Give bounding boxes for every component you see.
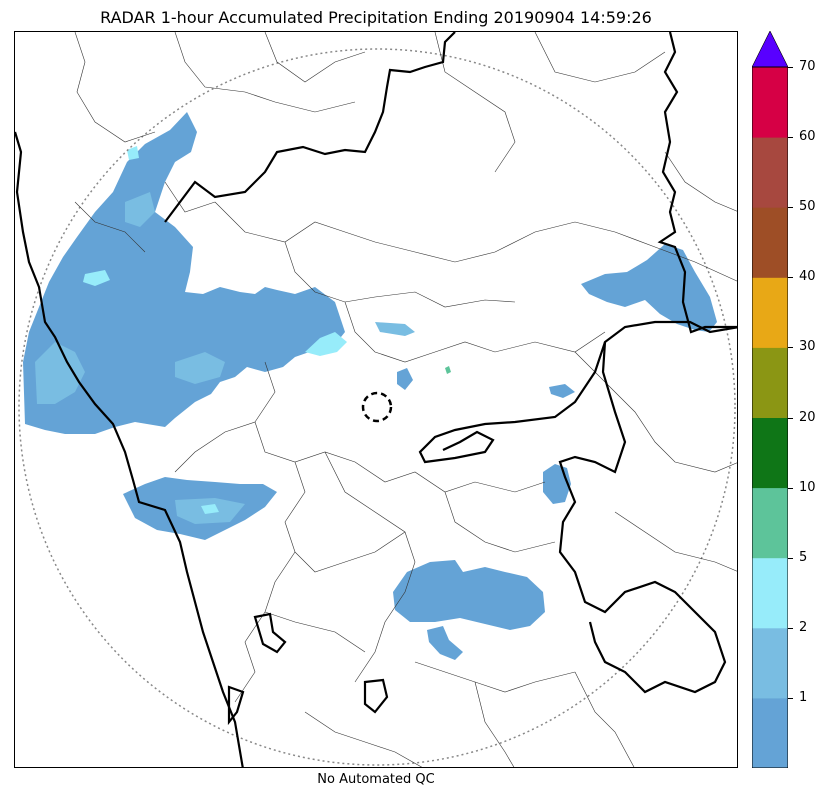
colorbar-band [752, 697, 788, 769]
colorbar-svg [751, 30, 789, 769]
precip-east [581, 244, 717, 332]
precip-west-inner-4 [83, 270, 110, 286]
state-boundaries [15, 32, 737, 767]
state-boundary-northeast [657, 32, 737, 334]
precip-west-inner-2 [125, 192, 155, 227]
colorbar-tick-label: 5 [799, 549, 808, 565]
colorbar-tick [788, 277, 793, 279]
colorbar-band [752, 277, 788, 348]
colorbar-tick [788, 627, 793, 629]
colorbar-tick [788, 67, 793, 68]
colorbar-tick [788, 207, 793, 209]
precipitation-layer [23, 112, 717, 660]
radar-map [14, 31, 738, 768]
radar-range-ring [18, 48, 736, 766]
colorbar-tick-label: 50 [799, 199, 816, 215]
precip-center-small [397, 368, 413, 390]
colorbar-tick-label: 10 [799, 479, 816, 495]
colorbar-band [752, 137, 788, 208]
precip-east-dot [549, 384, 575, 398]
colorbar-tick-label: 70 [799, 59, 816, 74]
precip-south-small [427, 626, 463, 660]
precip-west-main [23, 112, 345, 434]
precip-west-inner-3 [175, 352, 225, 384]
precip-south-center [393, 560, 545, 630]
district-boundaries [74, 32, 737, 767]
colorbar-tick-label: 20 [799, 409, 816, 425]
colorbar-band [752, 487, 788, 559]
chart-title: RADAR 1-hour Accumulated Precipitation E… [100, 8, 652, 27]
precip-center-streak [305, 332, 347, 356]
colorbar-tick-label: 1 [799, 689, 808, 705]
colorbar-band [752, 207, 788, 278]
colorbar-band [752, 627, 788, 699]
colorbar-tick [788, 417, 793, 419]
radar-site-marker [361, 391, 393, 423]
colorbar-band [752, 417, 788, 489]
colorbar-tick [788, 697, 793, 699]
colorbar-extend-arrow [751, 30, 789, 68]
state-boundary-east [418, 320, 737, 464]
colorbar-tick [788, 347, 793, 349]
colorbar-tick [788, 557, 793, 559]
colorbar [751, 30, 789, 769]
colorbar-band [752, 557, 788, 629]
qc-footer-note: No Automated QC [317, 772, 435, 787]
precip-west-inner [35, 342, 85, 404]
colorbar-tick-label: 60 [799, 129, 816, 145]
state-boundary-island-3 [227, 685, 245, 726]
state-boundary-southeast [558, 341, 727, 694]
precip-green-dot [445, 366, 451, 374]
radar-map-svg [15, 32, 737, 767]
colorbar-tick [788, 137, 793, 139]
colorbar-tick-label: 2 [799, 619, 808, 635]
precip-center-streak-2 [375, 322, 415, 336]
state-boundary-island-1 [253, 612, 287, 654]
colorbar-tick [788, 487, 793, 489]
colorbar-band [752, 347, 788, 418]
precip-west-inner-5 [127, 146, 139, 160]
colorbar-tick-label: 40 [799, 269, 816, 285]
colorbar-band [752, 67, 788, 138]
state-boundary-island-2 [363, 678, 389, 714]
precip-southwest-inner-2 [201, 504, 219, 514]
colorbar-tick-label: 30 [799, 339, 816, 355]
state-boundary-west [15, 131, 244, 767]
state-boundary-north [164, 32, 456, 223]
